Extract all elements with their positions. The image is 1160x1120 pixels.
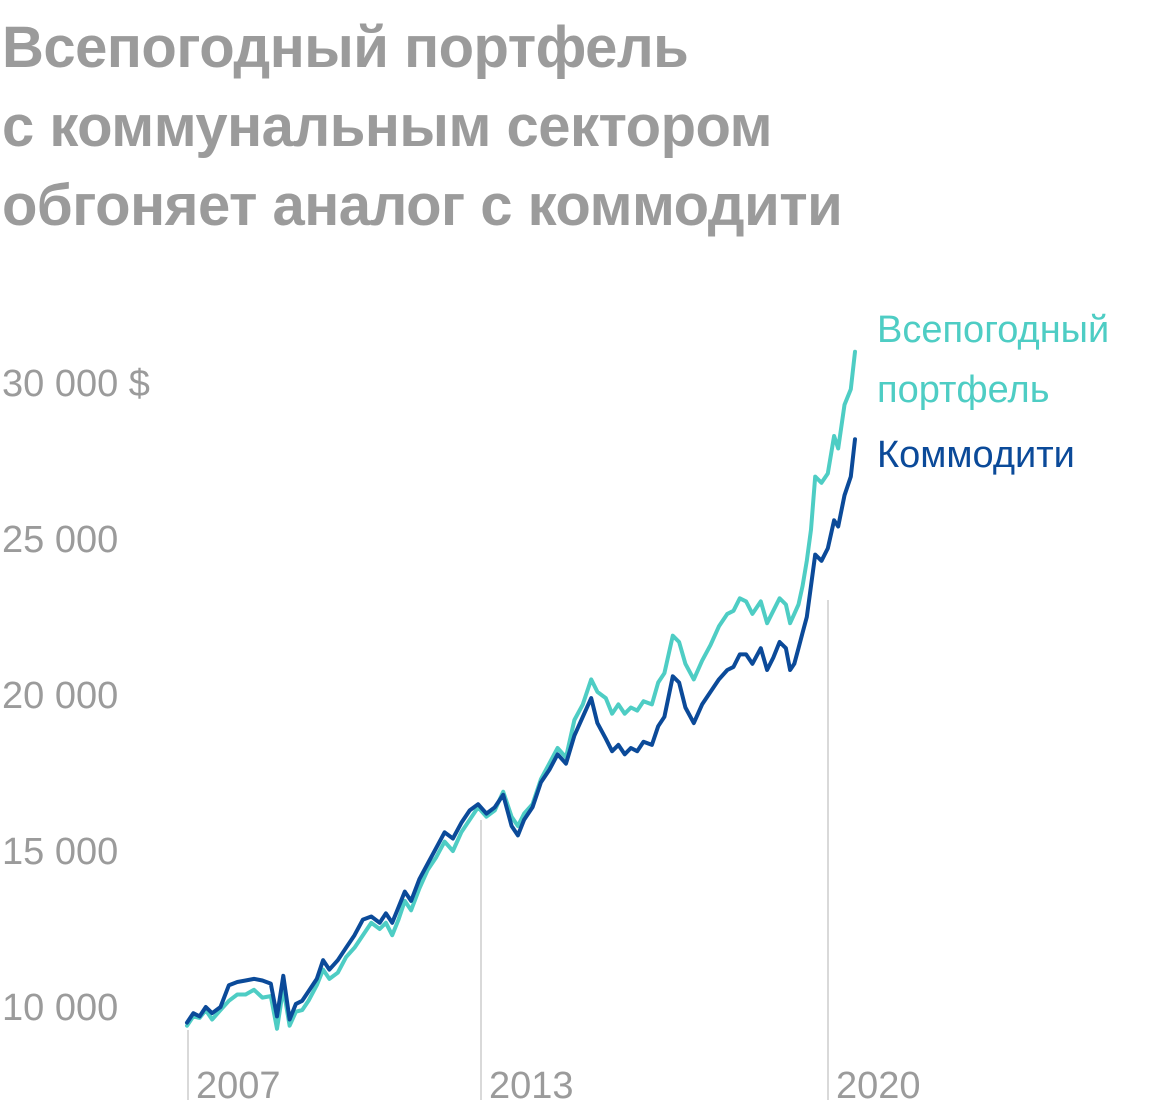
legend-allweather-line-1: Всепогодный bbox=[877, 309, 1109, 351]
y-tick-label-30000: 30 000 $ bbox=[2, 363, 150, 405]
chart-title-line-2: с коммунальным сектором bbox=[2, 94, 773, 159]
y-axis-tick-labels: 10 000 15 000 20 000 25 000 30 000 $ bbox=[2, 363, 150, 1029]
x-tick-label-2013: 2013 bbox=[489, 1065, 574, 1107]
legend-allweather-line-2: портфель bbox=[877, 369, 1050, 411]
x-tick-label-2007: 2007 bbox=[196, 1065, 281, 1107]
series-line-commodities bbox=[185, 437, 857, 1025]
chart-title-line-1: Всепогодный портфель bbox=[2, 15, 689, 80]
series-lines bbox=[185, 349, 857, 1031]
legend-commodities-line-1: Коммодити bbox=[877, 434, 1075, 476]
x-axis-tick-labels: 2007 2013 2020 bbox=[196, 1065, 921, 1107]
legend: Всепогодный портфель Коммодити bbox=[877, 309, 1109, 476]
chart-title: Всепогодный портфель с коммунальным сект… bbox=[2, 8, 1152, 245]
x-gridlines bbox=[187, 600, 829, 1100]
y-tick-label-25000: 25 000 bbox=[2, 519, 118, 561]
y-tick-label-20000: 20 000 bbox=[2, 675, 118, 717]
y-tick-label-10000: 10 000 bbox=[2, 987, 118, 1029]
series-line-allweather bbox=[185, 349, 857, 1031]
x-tick-label-2020: 2020 bbox=[836, 1065, 921, 1107]
chart-title-line-3: обгоняет аналог с коммодити bbox=[2, 173, 843, 238]
y-tick-label-15000: 15 000 bbox=[2, 831, 118, 873]
